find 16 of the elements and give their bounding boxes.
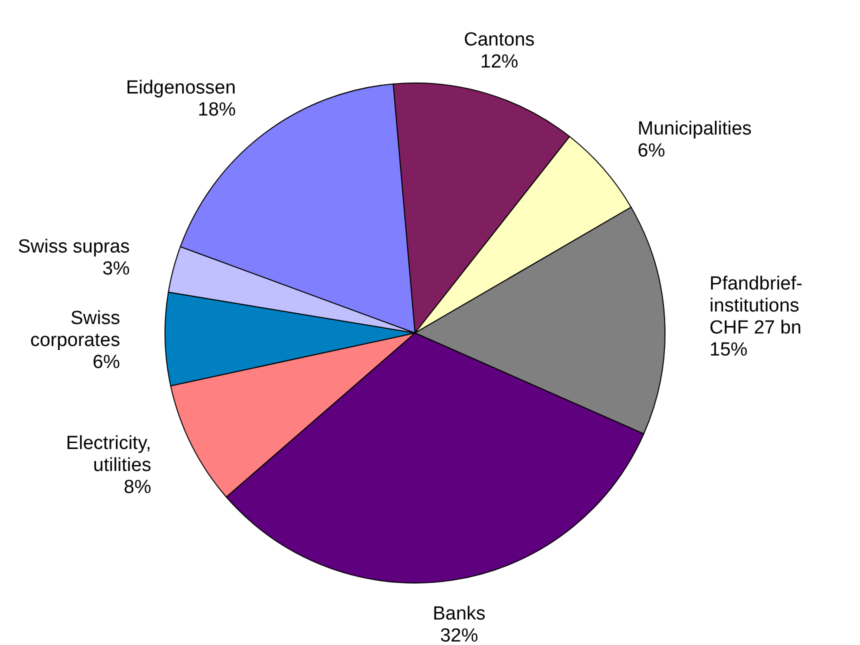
data-label: 12% [480,50,518,72]
data-label: 15% [710,339,748,360]
slice-label: Municipalities [638,118,752,139]
slice-label: Pfandbrief- institutions CHF 27 bn [710,273,802,338]
data-label: 6% [92,352,120,373]
slice-label: Cantons [464,28,535,50]
data-label: 32% [440,625,478,645]
data-label: 3% [102,258,130,280]
data-label: 18% [198,99,236,120]
data-label: 8% [124,476,152,498]
data-label: 6% [638,140,666,161]
slice-label: Swiss supras [18,236,130,258]
slice-label: Swiss corporates [30,308,120,351]
slice-label: Banks [432,603,486,624]
slice-label: Eidgenossen [126,77,236,98]
slice-label: Electricity, utilities [66,432,152,476]
